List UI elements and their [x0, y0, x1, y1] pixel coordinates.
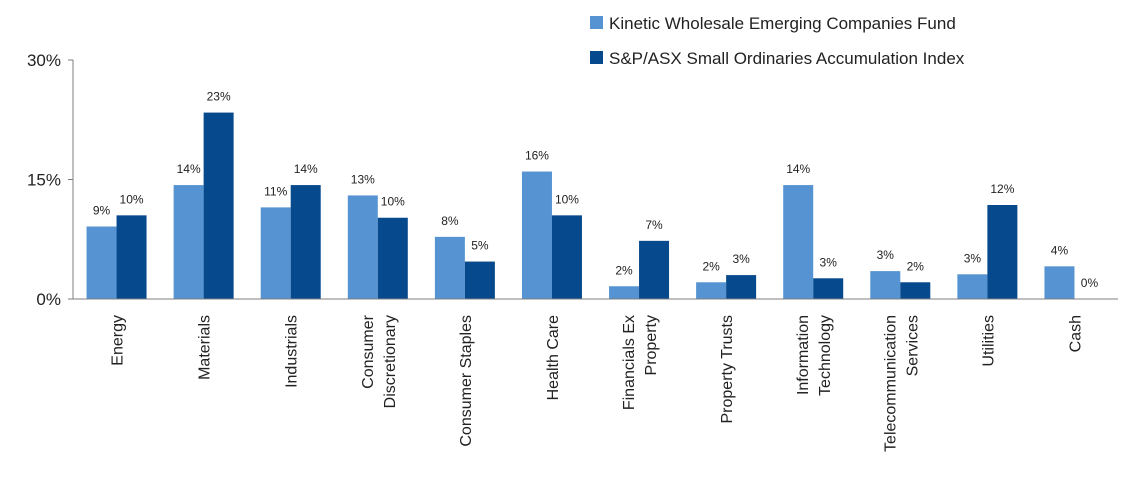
x-tick-label: Utilities — [980, 315, 997, 367]
data-label-fund: 4% — [1051, 243, 1069, 257]
x-tick-label: Property — [643, 315, 660, 375]
bar-fund — [521, 171, 552, 299]
data-label-index: 10% — [381, 195, 405, 209]
x-tick-label: Discretionary — [382, 315, 399, 408]
data-label-index: 10% — [555, 192, 579, 206]
data-label-index: 7% — [645, 218, 663, 232]
x-tick-label: Property Trusts — [719, 315, 736, 423]
data-label-index: 23% — [207, 90, 231, 104]
bar-index — [203, 112, 234, 299]
bar-index — [377, 217, 408, 299]
data-label-fund: 14% — [177, 162, 201, 176]
data-label-fund: 8% — [441, 214, 459, 228]
bar-fund — [260, 207, 291, 299]
x-tick-label: Services — [904, 315, 921, 376]
bar-index — [464, 261, 495, 299]
bar-index — [987, 204, 1018, 299]
x-tick-label: Health Care — [545, 315, 562, 400]
bar-index — [639, 240, 670, 299]
data-label-fund: 11% — [264, 184, 287, 198]
legend-label: Kinetic Wholesale Emerging Companies Fun… — [609, 14, 956, 33]
data-label-fund: 2% — [702, 259, 720, 273]
data-label-index: 10% — [120, 192, 144, 206]
data-label-index: 2% — [907, 259, 925, 273]
x-tick-label: Information — [795, 315, 812, 395]
data-label-index: 0% — [1081, 276, 1099, 290]
data-label-fund: 2% — [615, 263, 633, 277]
y-tick-label: 0% — [36, 290, 61, 309]
bar-index — [813, 278, 844, 299]
legend-label: S&P/ASX Small Ordinaries Accumulation In… — [609, 49, 965, 68]
x-tick-label: Industrials — [284, 315, 301, 388]
y-axis: 0% 15% 30% — [27, 51, 74, 309]
bar-fund — [870, 271, 901, 299]
data-label-fund: 14% — [786, 162, 810, 176]
x-tick-label: Cash — [1067, 315, 1084, 352]
bar-fund — [173, 185, 204, 299]
bar-fund — [434, 236, 465, 299]
bar-fund — [347, 195, 378, 299]
data-labels: 9% 10% 14% 23% 11% 14% 13% 10% 8% 5% 16% 10% 2% 7% 2% 3… — [93, 90, 1099, 290]
data-label-fund: 13% — [351, 172, 375, 186]
bar-index — [900, 282, 931, 299]
data-label-fund: 3% — [877, 248, 895, 262]
bar-fund — [957, 274, 988, 299]
bar-fund — [609, 286, 640, 299]
y-tick-label: 15% — [27, 171, 61, 190]
bar-index — [290, 185, 321, 299]
data-label-index: 3% — [820, 255, 838, 269]
bar-index — [551, 215, 582, 299]
bar-fund — [783, 185, 814, 299]
x-tick-label: Energy — [110, 315, 127, 366]
x-tick-label: Consumer Staples — [458, 315, 475, 447]
data-label-index: 3% — [732, 252, 750, 266]
data-label-fund: 3% — [964, 251, 982, 265]
legend: Kinetic Wholesale Emerging Companies Fun… — [590, 14, 965, 68]
x-tick-label: Consumer — [360, 314, 377, 388]
x-tick-label: Financials Ex — [621, 315, 638, 410]
data-label-index: 5% — [471, 239, 489, 253]
bar-fund — [86, 226, 117, 299]
data-label-fund: 9% — [93, 204, 111, 218]
data-label-index: 12% — [990, 182, 1014, 196]
bar-index — [726, 275, 757, 299]
x-tick-label: Technology — [817, 315, 834, 396]
x-axis: Energy Materials Industrials Consumer Discre… — [73, 298, 1118, 452]
x-tick-label: Materials — [197, 315, 214, 380]
legend-swatch — [590, 51, 603, 64]
bars — [86, 112, 1075, 299]
y-tick-label: 30% — [27, 51, 61, 70]
legend-swatch — [590, 16, 603, 29]
bar-fund — [1044, 266, 1075, 299]
bar-fund — [696, 282, 727, 299]
bar-index — [116, 215, 147, 299]
data-label-index: 14% — [294, 162, 318, 176]
data-label-fund: 16% — [525, 149, 549, 163]
x-tick-label: Telecommunication — [882, 315, 899, 452]
